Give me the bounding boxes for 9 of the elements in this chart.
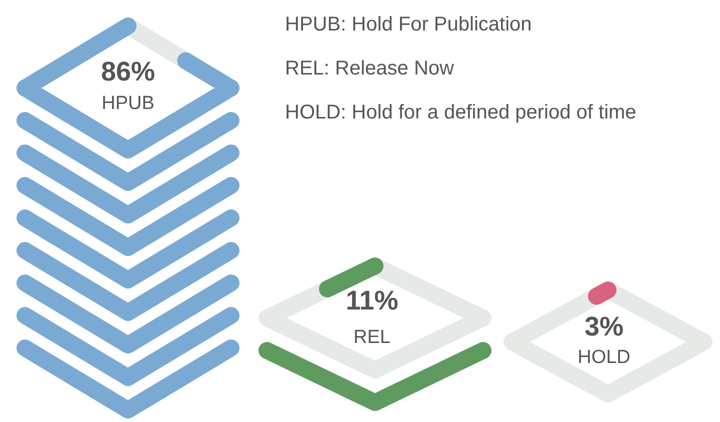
data-label: 86% [100,56,156,86]
category-label: HOLD [578,347,630,368]
text: HOLD: Hold for a defined period of time [285,102,636,124]
data-label: 11% [346,285,398,316]
text: REL: Release Now [285,58,455,80]
data-label: 3% [584,311,624,342]
text: HPUB: Hold For Publication [285,14,532,36]
category-label: HPUB [102,93,154,114]
category-label: REL [354,327,390,348]
